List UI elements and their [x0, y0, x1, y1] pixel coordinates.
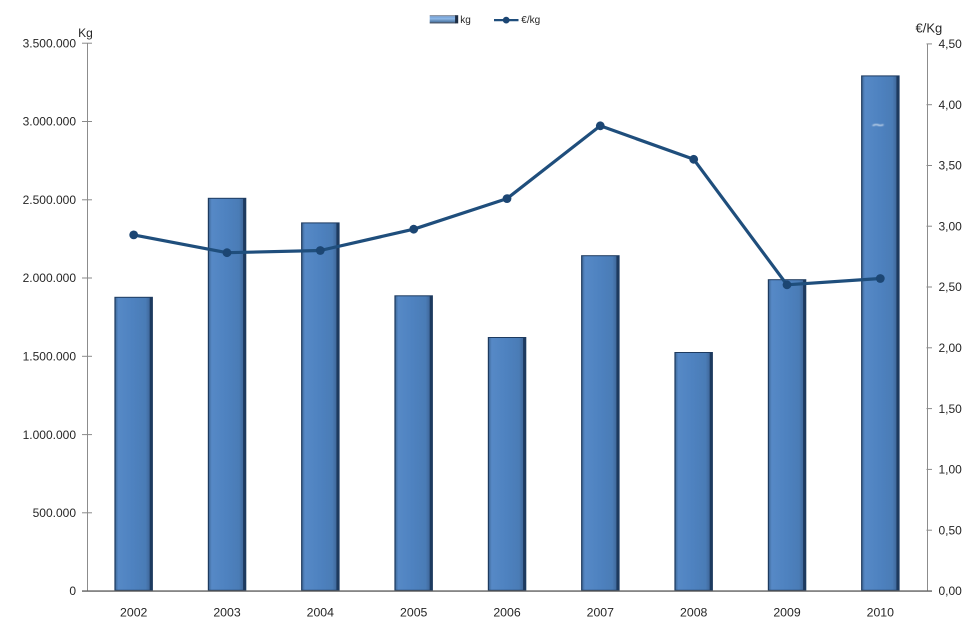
- svg-text:2,00: 2,00: [939, 341, 963, 355]
- svg-text:3.000.000: 3.000.000: [23, 115, 77, 129]
- svg-text:500.000: 500.000: [33, 506, 77, 520]
- svg-text:1.000.000: 1.000.000: [23, 428, 77, 442]
- svg-text:€/kg: €/kg: [521, 15, 540, 26]
- svg-text:0,50: 0,50: [939, 523, 963, 537]
- svg-text:2.500.000: 2.500.000: [23, 193, 77, 207]
- svg-text:4,50: 4,50: [939, 37, 963, 51]
- svg-text:1.500.000: 1.500.000: [23, 350, 77, 364]
- svg-text:3.500.000: 3.500.000: [23, 36, 77, 50]
- svg-text:1,50: 1,50: [939, 402, 963, 416]
- svg-text:Kg: Kg: [78, 26, 93, 40]
- svg-text:3,50: 3,50: [939, 159, 963, 173]
- svg-text:2006: 2006: [493, 606, 521, 620]
- svg-text:2004: 2004: [307, 606, 335, 620]
- svg-text:kg: kg: [460, 15, 471, 26]
- svg-text:0,00: 0,00: [939, 584, 963, 598]
- svg-text:2003: 2003: [213, 606, 241, 620]
- svg-text:€/Kg: €/Kg: [916, 20, 943, 35]
- svg-text:2010: 2010: [867, 606, 895, 620]
- svg-text:2009: 2009: [773, 606, 801, 620]
- svg-text:2008: 2008: [680, 606, 708, 620]
- svg-text:2005: 2005: [400, 606, 428, 620]
- svg-text:1,00: 1,00: [939, 463, 963, 477]
- svg-text:2002: 2002: [120, 606, 148, 620]
- svg-text:2007: 2007: [587, 606, 615, 620]
- svg-text:3,00: 3,00: [939, 219, 963, 233]
- svg-text:2,50: 2,50: [939, 280, 963, 294]
- svg-text:0: 0: [69, 584, 76, 598]
- svg-text:4,00: 4,00: [939, 98, 963, 112]
- svg-text:2.000.000: 2.000.000: [23, 271, 77, 285]
